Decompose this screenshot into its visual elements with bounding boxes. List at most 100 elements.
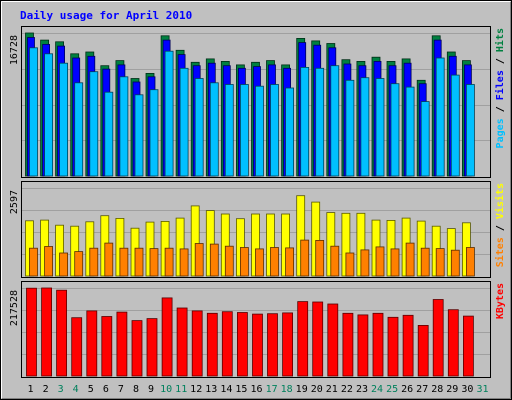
bar-sites-day-1 — [29, 247, 38, 277]
bar-pages-day-18 — [285, 87, 295, 177]
bar-kbytes-day-15 — [236, 312, 248, 377]
x-tick-label-30: 30 — [461, 384, 473, 395]
x-tick-label-15: 15 — [235, 384, 247, 395]
legend-hits: Hits — [494, 28, 506, 52]
bar-sites-day-13 — [209, 243, 219, 277]
bar-kbytes-day-6 — [101, 316, 113, 377]
bar-pages-day-24 — [375, 78, 385, 177]
bar-sites-day-5 — [89, 247, 99, 277]
bar-sites-day-15 — [239, 247, 249, 277]
bar-sites-day-10 — [164, 247, 174, 277]
bar-pages-day-16 — [255, 85, 264, 177]
bar-sites-day-26 — [405, 242, 415, 277]
x-tick-label-28: 28 — [431, 384, 443, 395]
bar-sites-day-2 — [44, 246, 53, 277]
x-tick-label-20: 20 — [311, 384, 323, 395]
bar-pages-day-27 — [420, 101, 430, 177]
x-tick-label-16: 16 — [250, 384, 262, 395]
x-tick-label-31: 31 — [476, 384, 488, 395]
bar-kbytes-day-27 — [417, 324, 429, 377]
bar-pages-day-23 — [360, 77, 370, 177]
panel-visits-sites: 2597 Sites / Visits — [9, 181, 506, 278]
bar-pages-day-13 — [209, 82, 219, 177]
x-tick-label-14: 14 — [220, 384, 232, 395]
chart-title: Daily usage for April 2010 — [20, 9, 192, 22]
bar-sites-day-18 — [285, 247, 295, 277]
legend-separator: / — [495, 100, 506, 118]
x-tick-label-1: 1 — [27, 384, 33, 395]
x-tick-label-10: 10 — [160, 384, 172, 395]
x-tick-label-25: 25 — [386, 384, 398, 395]
bar-kbytes-day-1 — [26, 287, 37, 377]
bar-sites-day-23 — [360, 249, 370, 277]
bar-sites-day-21 — [330, 245, 340, 277]
bar-sites-day-11 — [179, 248, 189, 277]
x-tick-label-18: 18 — [281, 384, 293, 395]
bar-sites-day-28 — [435, 248, 445, 277]
bar-pages-day-26 — [405, 86, 415, 177]
x-tick-label-27: 27 — [416, 384, 428, 395]
bar-sites-day-19 — [300, 239, 310, 277]
x-tick-label-22: 22 — [341, 384, 353, 395]
bar-pages-day-22 — [345, 79, 355, 177]
bar-sites-day-16 — [255, 248, 264, 277]
x-tick-label-12: 12 — [190, 384, 202, 395]
bar-sites-day-8 — [134, 247, 144, 277]
series-legend: Sites / Visits — [494, 183, 506, 267]
bar-pages-day-17 — [270, 84, 279, 177]
bar-kbytes-day-2 — [41, 287, 52, 377]
panel-kbytes: 217528 KBytes — [9, 281, 506, 378]
bar-kbytes-day-10 — [161, 297, 173, 377]
bar-pages-day-1 — [29, 47, 38, 177]
x-tick-label-17: 17 — [266, 384, 278, 395]
bar-pages-day-5 — [89, 71, 99, 177]
bar-pages-day-6 — [104, 91, 114, 177]
legend-separator: / — [495, 219, 506, 237]
x-tick-label-21: 21 — [326, 384, 338, 395]
legend-visits: Visits — [494, 183, 506, 219]
bar-kbytes-day-12 — [191, 310, 203, 377]
bar-kbytes-day-30 — [462, 315, 474, 377]
bar-sites-day-27 — [420, 247, 430, 277]
bar-pages-day-7 — [119, 76, 129, 177]
bar-kbytes-day-16 — [252, 313, 263, 377]
bar-sites-day-22 — [345, 252, 355, 277]
x-tick-label-26: 26 — [401, 384, 413, 395]
bar-sites-day-14 — [224, 245, 234, 277]
bar-kbytes-day-9 — [146, 318, 158, 377]
x-tick-label-2: 2 — [43, 384, 49, 395]
bar-pages-day-8 — [134, 94, 144, 177]
y-max-label: 217528 — [9, 290, 20, 326]
bar-kbytes-day-20 — [312, 301, 324, 377]
bar-kbytes-day-24 — [372, 312, 384, 377]
series-legend: KBytes — [495, 283, 506, 319]
bar-kbytes-day-18 — [282, 312, 294, 377]
bar-kbytes-day-22 — [342, 312, 354, 377]
y-max-label: 2597 — [9, 190, 20, 214]
x-tick-label-24: 24 — [371, 384, 383, 395]
x-tick-label-7: 7 — [118, 384, 124, 395]
bar-kbytes-day-23 — [357, 314, 369, 377]
bar-pages-day-15 — [239, 84, 249, 177]
legend-files: Files — [494, 70, 506, 100]
bar-kbytes-day-5 — [86, 310, 98, 377]
bar-kbytes-day-25 — [387, 316, 399, 377]
bar-kbytes-day-4 — [71, 317, 83, 377]
bar-pages-day-4 — [74, 82, 84, 177]
bar-pages-day-19 — [300, 67, 310, 177]
bar-sites-day-20 — [315, 239, 325, 277]
bar-sites-day-12 — [194, 243, 204, 277]
x-tick-label-29: 29 — [446, 384, 458, 395]
y-max-label: 16728 — [9, 35, 20, 65]
bar-sites-day-3 — [59, 252, 68, 277]
panel-hits-files-pages: 16728 Pages / Files / Hits — [9, 26, 506, 178]
x-tick-label-8: 8 — [133, 384, 139, 395]
bar-pages-day-21 — [330, 65, 340, 177]
bar-sites-day-17 — [270, 247, 279, 277]
bar-kbytes-day-11 — [176, 307, 188, 377]
bar-kbytes-day-8 — [131, 320, 143, 377]
bar-pages-day-29 — [450, 74, 460, 177]
bar-pages-day-10 — [164, 50, 174, 177]
bar-pages-day-12 — [194, 78, 204, 177]
